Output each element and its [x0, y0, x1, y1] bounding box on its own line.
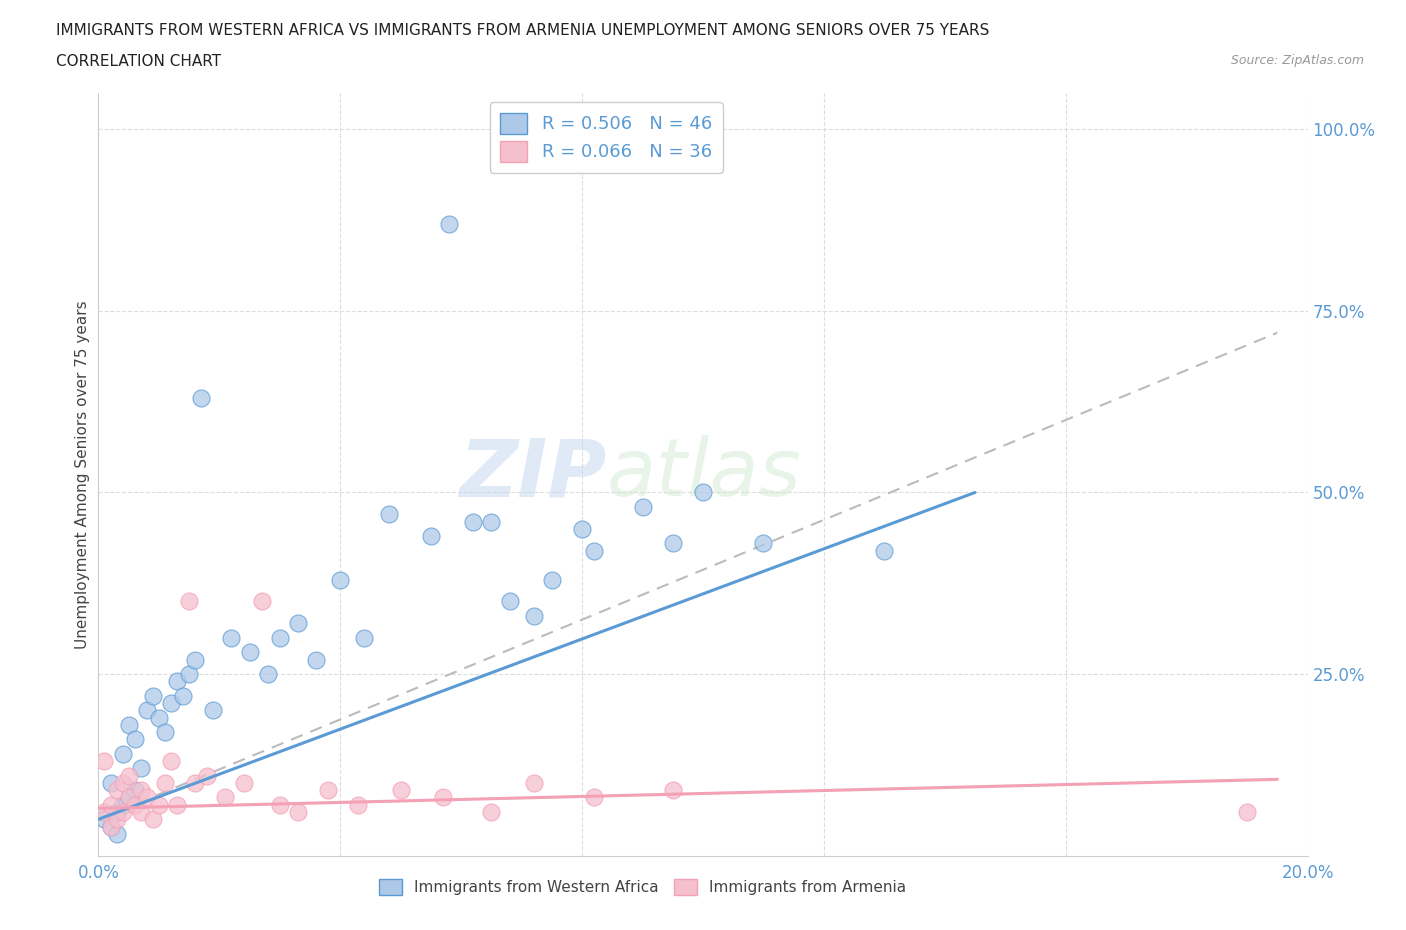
Point [190, 391, 212, 405]
Point [148, 797, 170, 812]
Point [118, 790, 141, 805]
Point [118, 717, 141, 732]
Point [305, 652, 328, 667]
Point [420, 528, 443, 543]
Point [118, 790, 141, 805]
Point [571, 522, 593, 537]
Text: IMMIGRANTS FROM WESTERN AFRICA VS IMMIGRANTS FROM ARMENIA UNEMPLOYMENT AMONG SEN: IMMIGRANTS FROM WESTERN AFRICA VS IMMIGR… [56, 23, 990, 38]
Text: CORRELATION CHART: CORRELATION CHART [56, 54, 221, 69]
Point [583, 790, 606, 805]
Point [195, 768, 218, 783]
Point [523, 608, 546, 623]
Point [111, 797, 134, 812]
Point [93, 804, 115, 819]
Point [269, 631, 291, 645]
Point [142, 812, 165, 827]
Point [124, 783, 146, 798]
Point [540, 572, 562, 587]
Point [184, 652, 207, 667]
Point [692, 485, 714, 500]
Point [432, 790, 454, 805]
Point [250, 594, 273, 609]
Point [105, 783, 128, 798]
Point [287, 804, 309, 819]
Point [287, 616, 309, 631]
Point [124, 797, 146, 812]
Point [166, 674, 188, 689]
Point [202, 703, 225, 718]
Point [583, 543, 606, 558]
Text: ZIP: ZIP [458, 435, 606, 513]
Legend: Immigrants from Western Africa, Immigrants from Armenia: Immigrants from Western Africa, Immigran… [373, 873, 912, 901]
Point [129, 761, 152, 776]
Point [166, 797, 188, 812]
Point [160, 696, 183, 711]
Point [148, 711, 170, 725]
Point [631, 499, 654, 514]
Point [160, 753, 183, 768]
Point [873, 543, 896, 558]
Point [93, 812, 115, 827]
Point [105, 827, 128, 842]
Text: atlas: atlas [606, 435, 801, 513]
Point [481, 514, 503, 529]
Point [105, 804, 128, 819]
Point [100, 776, 122, 790]
Point [179, 667, 201, 682]
Point [172, 688, 194, 703]
Y-axis label: Unemployment Among Seniors over 75 years: Unemployment Among Seniors over 75 years [75, 300, 90, 648]
Point [463, 514, 485, 529]
Point [135, 790, 157, 805]
Point [129, 783, 152, 798]
Point [481, 804, 503, 819]
Point [256, 667, 278, 682]
Point [316, 783, 339, 798]
Point [232, 776, 254, 790]
Point [329, 572, 352, 587]
Point [347, 797, 370, 812]
Point [111, 776, 134, 790]
Point [353, 631, 375, 645]
Point [111, 747, 134, 762]
Point [111, 804, 134, 819]
Point [214, 790, 236, 805]
Point [100, 797, 122, 812]
Point [1236, 804, 1258, 819]
Point [179, 594, 201, 609]
Point [752, 536, 775, 551]
Point [100, 819, 122, 834]
Point [523, 776, 546, 790]
Point [118, 768, 141, 783]
Point [239, 644, 262, 659]
Point [105, 812, 128, 827]
Point [135, 703, 157, 718]
Point [100, 819, 122, 834]
Point [269, 797, 291, 812]
Point [661, 783, 683, 798]
Point [153, 724, 176, 739]
Text: Source: ZipAtlas.com: Source: ZipAtlas.com [1230, 54, 1364, 67]
Point [661, 536, 683, 551]
Point [124, 732, 146, 747]
Point [437, 217, 460, 232]
Point [377, 507, 399, 522]
Point [129, 804, 152, 819]
Point [221, 631, 243, 645]
Point [498, 594, 520, 609]
Point [142, 688, 165, 703]
Point [184, 776, 207, 790]
Point [153, 776, 176, 790]
Point [93, 753, 115, 768]
Point [389, 783, 412, 798]
